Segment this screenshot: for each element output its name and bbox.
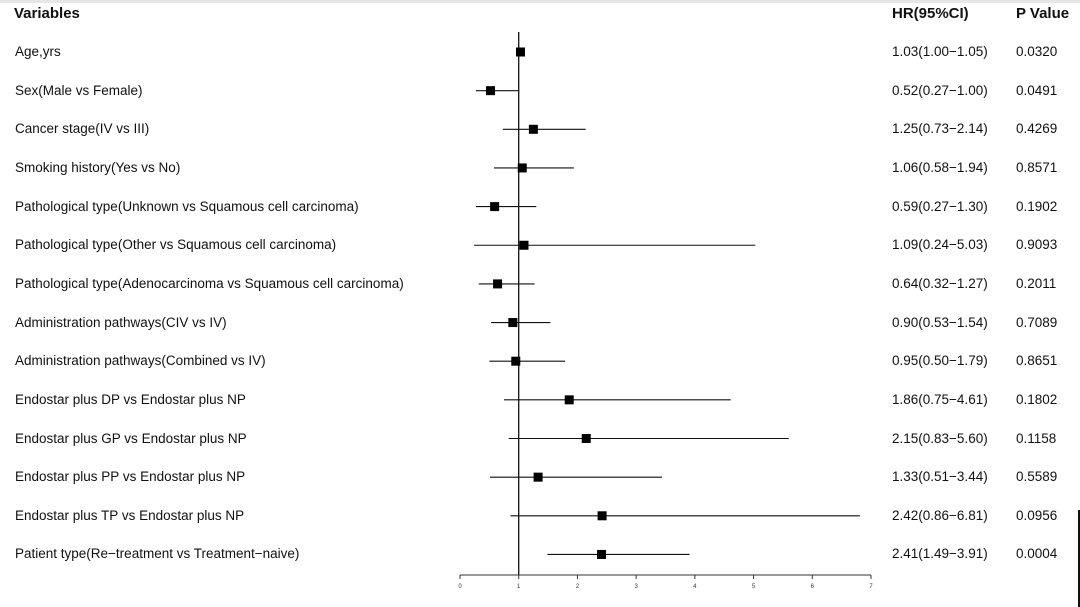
hr-point bbox=[486, 86, 496, 96]
hr-point bbox=[515, 47, 525, 57]
row-p-value: 0.1802 bbox=[1016, 391, 1058, 407]
row-hr-ci: 1.86(0.75−4.61) bbox=[892, 391, 988, 407]
row-hr-ci: 1.33(0.51−3.44) bbox=[892, 469, 988, 485]
x-tick-label: 6 bbox=[811, 584, 815, 590]
row-hr-ci: 2.42(0.86−6.81) bbox=[892, 507, 988, 523]
x-tick-label: 7 bbox=[869, 584, 873, 590]
row-p-value: 0.7089 bbox=[1016, 314, 1058, 330]
row-p-value: 0.5589 bbox=[1016, 469, 1058, 485]
row-p-value: 0.4269 bbox=[1016, 121, 1058, 137]
hr-point bbox=[517, 163, 527, 173]
row-hr-ci: 0.64(0.32−1.27) bbox=[892, 275, 988, 291]
row-hr-ci: 1.25(0.73−2.14) bbox=[892, 121, 988, 137]
row-label: Administration pathways(Combined vs IV) bbox=[15, 353, 266, 369]
row-label: Administration pathways(CIV vs IV) bbox=[15, 314, 227, 330]
row-label: Pathological type(Other vs Squamous cell… bbox=[15, 237, 337, 253]
row-hr-ci: 1.03(1.00−1.05) bbox=[892, 44, 988, 59]
hr-point bbox=[581, 434, 591, 443]
row-p-value: 0.0491 bbox=[1016, 82, 1058, 98]
row-label: Sex(Male vs Female) bbox=[15, 82, 143, 98]
row-label: Endostar plus DP vs Endostar plus NP bbox=[15, 391, 246, 407]
row-label: Pathological type(Unknown vs Squamous ce… bbox=[15, 198, 359, 214]
header-hr-ci: HR(95%CI) bbox=[892, 5, 969, 22]
row-label: Cancer stage(IV vs III) bbox=[15, 121, 150, 137]
row-p-value: 0.1158 bbox=[1016, 430, 1057, 446]
x-tick-label: 2 bbox=[576, 584, 580, 590]
x-tick-label: 1 bbox=[517, 584, 521, 590]
hr-point bbox=[490, 202, 500, 212]
right-edge-mark bbox=[1078, 510, 1080, 607]
row-p-value: 0.8651 bbox=[1016, 353, 1058, 369]
hr-point bbox=[493, 279, 503, 289]
row-p-value: 0.0320 bbox=[1016, 44, 1058, 59]
header-p-value: P Value bbox=[1016, 5, 1070, 22]
row-hr-ci: 0.90(0.53−1.54) bbox=[892, 314, 988, 330]
row-label: Patient type(Re−treatment vs Treatment−n… bbox=[15, 546, 300, 562]
x-tick-label: 0 bbox=[458, 584, 462, 590]
hr-point bbox=[564, 395, 574, 405]
x-tick-label: 4 bbox=[693, 584, 697, 590]
row-p-value: 0.8571 bbox=[1016, 159, 1058, 175]
row-hr-ci: 2.15(0.83−5.60) bbox=[892, 430, 988, 446]
row-p-value: 0.0004 bbox=[1016, 546, 1058, 562]
hr-point bbox=[597, 511, 607, 521]
row-label: Pathological type(Adenocarcinoma vs Squa… bbox=[15, 275, 404, 291]
row-hr-ci: 2.41(1.49−3.91) bbox=[892, 546, 988, 562]
hr-point bbox=[597, 549, 607, 559]
row-label: Endostar plus GP vs Endostar plus NP bbox=[15, 430, 247, 446]
hr-point bbox=[511, 356, 521, 366]
hr-point bbox=[528, 124, 538, 134]
row-hr-ci: 1.06(0.58−1.94) bbox=[892, 159, 988, 175]
hr-point bbox=[519, 240, 529, 250]
row-label: Smoking history(Yes vs No) bbox=[15, 159, 181, 175]
row-hr-ci: 1.09(0.24−5.03) bbox=[892, 237, 988, 253]
x-tick-label: 3 bbox=[634, 584, 638, 590]
row-p-value: 0.2011 bbox=[1016, 275, 1057, 291]
header-variables: Variables bbox=[14, 5, 80, 22]
row-hr-ci: 0.52(0.27−1.00) bbox=[892, 82, 988, 98]
hr-point bbox=[533, 472, 543, 482]
row-label: Endostar plus PP vs Endostar plus NP bbox=[15, 469, 246, 485]
row-p-value: 0.0956 bbox=[1016, 507, 1058, 523]
row-label: Age,yrs bbox=[15, 44, 61, 59]
row-label: Endostar plus TP vs Endostar plus NP bbox=[15, 507, 245, 523]
top-border bbox=[0, 0, 1080, 3]
row-hr-ci: 0.95(0.50−1.79) bbox=[892, 353, 988, 369]
row-p-value: 0.9093 bbox=[1016, 237, 1058, 253]
row-hr-ci: 0.59(0.27−1.30) bbox=[892, 198, 988, 214]
hr-point bbox=[508, 318, 518, 328]
x-tick-label: 5 bbox=[752, 584, 756, 590]
row-p-value: 0.1902 bbox=[1016, 198, 1058, 214]
